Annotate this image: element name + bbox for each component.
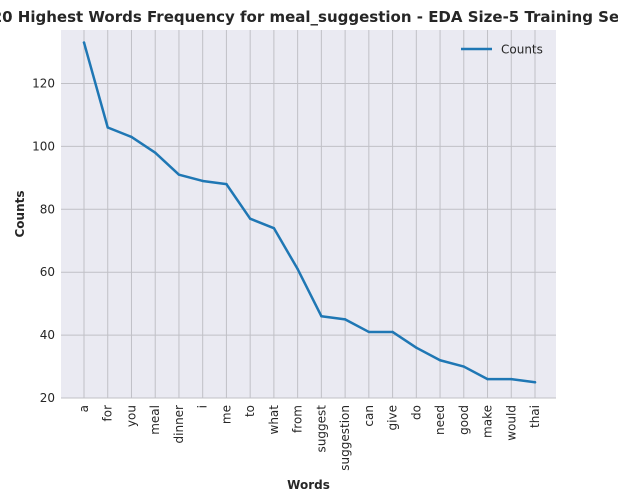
- series-line-counts: [82, 41, 537, 384]
- y-tick-labels: 20 40 60 80 100 120: [32, 76, 55, 405]
- x-tick-label: what: [267, 405, 281, 435]
- data-point: [225, 182, 228, 186]
- data-point: [248, 217, 252, 220]
- legend: Counts: [461, 43, 543, 57]
- data-point: [367, 330, 371, 334]
- x-axis-label: Words: [287, 478, 330, 492]
- y-tick-label: 120: [32, 76, 55, 90]
- legend-label: Counts: [501, 43, 543, 57]
- x-tick-label: can: [362, 405, 376, 427]
- data-point: [391, 330, 394, 334]
- y-axis-label: Counts: [13, 190, 27, 237]
- x-tick-label: for: [101, 405, 115, 422]
- x-tick-label: need: [433, 405, 447, 435]
- x-tick-label: suggestion: [338, 405, 352, 471]
- x-tick-label: i: [196, 405, 210, 408]
- chart-title: 20 Highest Words Frequency for meal_sugg…: [0, 8, 618, 26]
- x-tick-label: from: [291, 405, 305, 433]
- data-point: [177, 173, 181, 176]
- data-point: [462, 365, 465, 368]
- data-point: [533, 381, 537, 384]
- x-tick-labels: a for you meal dinner i me to what from suggest sug…: [77, 405, 542, 471]
- data-point: [438, 359, 442, 362]
- y-tick-label: 20: [40, 391, 55, 405]
- data-point: [272, 226, 276, 230]
- x-tick-label: thai: [528, 405, 542, 428]
- data-point: [343, 318, 347, 321]
- data-point: [106, 126, 109, 129]
- data-point: [486, 377, 489, 381]
- plot-area: [61, 30, 556, 398]
- y-tick-label: 100: [32, 139, 55, 153]
- y-tick-label: 80: [40, 202, 55, 216]
- x-tick-label: good: [457, 405, 471, 435]
- x-tick-label: to: [243, 405, 257, 417]
- data-point: [296, 267, 299, 271]
- series-layer: [82, 41, 537, 384]
- x-tick-label: do: [409, 405, 423, 420]
- data-point: [130, 135, 133, 139]
- data-point: [415, 346, 418, 349]
- x-tick-label: would: [504, 405, 518, 441]
- data-point: [510, 377, 513, 381]
- x-tick-label: suggest: [314, 405, 328, 453]
- x-tick-label: make: [481, 405, 495, 438]
- x-tick-label: give: [386, 405, 400, 430]
- x-tick-label: you: [124, 405, 138, 427]
- data-point: [201, 179, 204, 183]
- x-tick-label: meal: [148, 405, 162, 435]
- data-point: [154, 151, 157, 154]
- data-point: [320, 315, 323, 318]
- data-point: [82, 41, 86, 44]
- x-tick-label: a: [77, 405, 91, 412]
- x-tick-label: me: [219, 405, 233, 424]
- grid: [61, 30, 556, 399]
- y-tick-label: 40: [40, 328, 55, 342]
- y-tick-label: 60: [40, 265, 55, 279]
- x-tick-label: dinner: [172, 405, 186, 444]
